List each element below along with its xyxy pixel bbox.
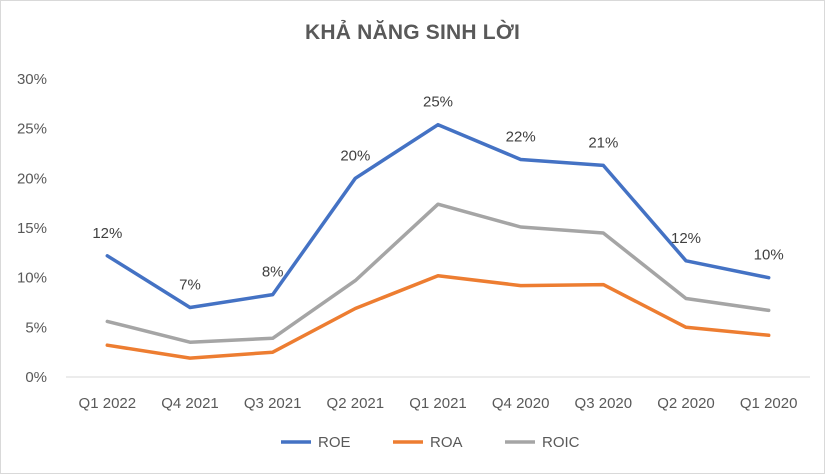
- data-label: 12%: [92, 225, 122, 242]
- series-line-roic: [105, 202, 771, 344]
- y-tick-label: 25%: [17, 121, 47, 138]
- data-label: 21%: [588, 134, 618, 151]
- data-label: 10%: [754, 247, 784, 264]
- series-line-roa: [105, 273, 771, 360]
- x-tick-label: Q1 2021: [409, 395, 467, 412]
- x-tick-label: Q1 2020: [740, 395, 798, 412]
- y-tick-label: 10%: [17, 270, 47, 287]
- x-tick-label: Q4 2021: [161, 395, 219, 412]
- chart-title: KHẢ NĂNG SINH LỜI: [305, 21, 520, 44]
- x-tick-label: Q2 2021: [327, 395, 385, 412]
- x-tick-label: Q4 2020: [492, 395, 550, 412]
- data-label: 7%: [179, 276, 201, 293]
- data-label: 8%: [262, 264, 284, 281]
- data-label: 12%: [671, 230, 701, 247]
- y-tick-label: 20%: [17, 170, 47, 187]
- x-tick-label: Q3 2021: [244, 395, 302, 412]
- data-label: 22%: [506, 128, 536, 145]
- x-tick-label: Q3 2020: [575, 395, 633, 412]
- series-line-roe: [105, 122, 771, 310]
- y-tick-label: 15%: [17, 220, 47, 237]
- legend-label-roe: ROE: [318, 434, 351, 451]
- legend-label-roa: ROA: [430, 434, 463, 451]
- y-tick-label: 0%: [25, 369, 47, 386]
- x-tick-label: Q1 2022: [79, 395, 137, 412]
- y-tick-label: 5%: [25, 319, 47, 336]
- legend-label-roic: ROIC: [542, 434, 580, 451]
- y-tick-label: 30%: [17, 71, 47, 88]
- x-tick-label: Q2 2020: [657, 395, 715, 412]
- data-label: 25%: [423, 94, 453, 111]
- data-label: 20%: [340, 147, 370, 164]
